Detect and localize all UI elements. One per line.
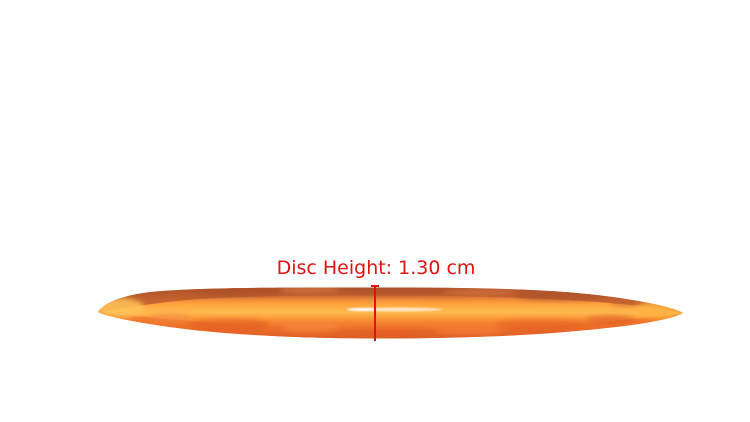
disc-top-swirls xyxy=(195,287,660,307)
disc-highlight xyxy=(347,307,442,312)
disc-bottom-swirls xyxy=(150,313,635,338)
disc-bottom-band xyxy=(98,312,683,339)
measurement-line xyxy=(374,286,376,341)
measurement-label: Disc Height: 1.30 cm xyxy=(276,257,476,279)
disc-photo xyxy=(98,287,683,339)
